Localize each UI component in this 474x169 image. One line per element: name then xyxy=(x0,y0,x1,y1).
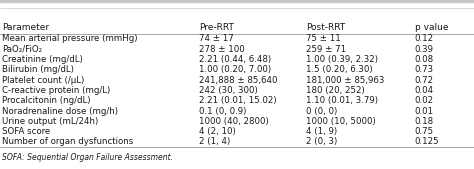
Text: 0.72: 0.72 xyxy=(415,76,434,85)
Text: 0.12: 0.12 xyxy=(415,34,434,43)
Text: 0.04: 0.04 xyxy=(415,86,434,95)
Text: 1000 (40, 2800): 1000 (40, 2800) xyxy=(199,117,269,126)
Text: 242 (30, 300): 242 (30, 300) xyxy=(199,86,258,95)
Text: 0.02: 0.02 xyxy=(415,96,434,105)
Text: 0.18: 0.18 xyxy=(415,117,434,126)
Text: 1000 (10, 5000): 1000 (10, 5000) xyxy=(306,117,375,126)
Text: p value: p value xyxy=(415,22,448,32)
Text: Post-RRT: Post-RRT xyxy=(306,22,345,32)
Text: SOFA score: SOFA score xyxy=(2,127,51,136)
Text: 0.08: 0.08 xyxy=(415,55,434,64)
Text: 181,000 ± 85,963: 181,000 ± 85,963 xyxy=(306,76,384,85)
Text: Number of organ dysfunctions: Number of organ dysfunctions xyxy=(2,137,134,146)
Text: 1.5 (0.20, 6.30): 1.5 (0.20, 6.30) xyxy=(306,65,373,74)
Text: 75 ± 11: 75 ± 11 xyxy=(306,34,340,43)
Text: Parameter: Parameter xyxy=(2,22,49,32)
Text: Bilirubin (mg/dL): Bilirubin (mg/dL) xyxy=(2,65,74,74)
Text: C-reactive protein (mg/L): C-reactive protein (mg/L) xyxy=(2,86,110,95)
Text: 1.00 (0.39, 2.32): 1.00 (0.39, 2.32) xyxy=(306,55,378,64)
Text: 2 (1, 4): 2 (1, 4) xyxy=(199,137,230,146)
Text: 2.21 (0.44, 6.48): 2.21 (0.44, 6.48) xyxy=(199,55,271,64)
Text: 4 (2, 10): 4 (2, 10) xyxy=(199,127,236,136)
Text: 2.21 (0.01, 15.02): 2.21 (0.01, 15.02) xyxy=(199,96,277,105)
Text: 4 (1, 9): 4 (1, 9) xyxy=(306,127,337,136)
Text: 0.75: 0.75 xyxy=(415,127,434,136)
Text: Procalcitonin (ng/dL): Procalcitonin (ng/dL) xyxy=(2,96,91,105)
Text: 1.00 (0.20, 7.00): 1.00 (0.20, 7.00) xyxy=(199,65,271,74)
Text: 0.73: 0.73 xyxy=(415,65,434,74)
Text: Urine output (mL/24h): Urine output (mL/24h) xyxy=(2,117,99,126)
Text: 241,888 ± 85,640: 241,888 ± 85,640 xyxy=(199,76,278,85)
Text: 0 (0, 0): 0 (0, 0) xyxy=(306,106,337,115)
Text: 2 (0, 3): 2 (0, 3) xyxy=(306,137,337,146)
Text: Creatinine (mg/dL): Creatinine (mg/dL) xyxy=(2,55,83,64)
Text: Pre-RRT: Pre-RRT xyxy=(199,22,234,32)
Text: Platelet count (/μL): Platelet count (/μL) xyxy=(2,76,85,85)
Text: 259 ± 71: 259 ± 71 xyxy=(306,45,346,54)
Text: 0.39: 0.39 xyxy=(415,45,434,54)
Text: Mean arterial pressure (mmHg): Mean arterial pressure (mmHg) xyxy=(2,34,138,43)
Text: 0.125: 0.125 xyxy=(415,137,439,146)
Text: 1.10 (0.01, 3.79): 1.10 (0.01, 3.79) xyxy=(306,96,378,105)
Text: PaO₂/FiO₂: PaO₂/FiO₂ xyxy=(2,45,43,54)
Text: SOFA: Sequential Organ Failure Assessment.: SOFA: Sequential Organ Failure Assessmen… xyxy=(2,153,173,162)
Text: 278 ± 100: 278 ± 100 xyxy=(199,45,245,54)
Text: Noradrenaline dose (mg/h): Noradrenaline dose (mg/h) xyxy=(2,106,118,115)
Text: 180 (20, 252): 180 (20, 252) xyxy=(306,86,365,95)
Text: 0.01: 0.01 xyxy=(415,106,434,115)
Text: 74 ± 17: 74 ± 17 xyxy=(199,34,234,43)
Text: 0.1 (0, 0.9): 0.1 (0, 0.9) xyxy=(199,106,246,115)
